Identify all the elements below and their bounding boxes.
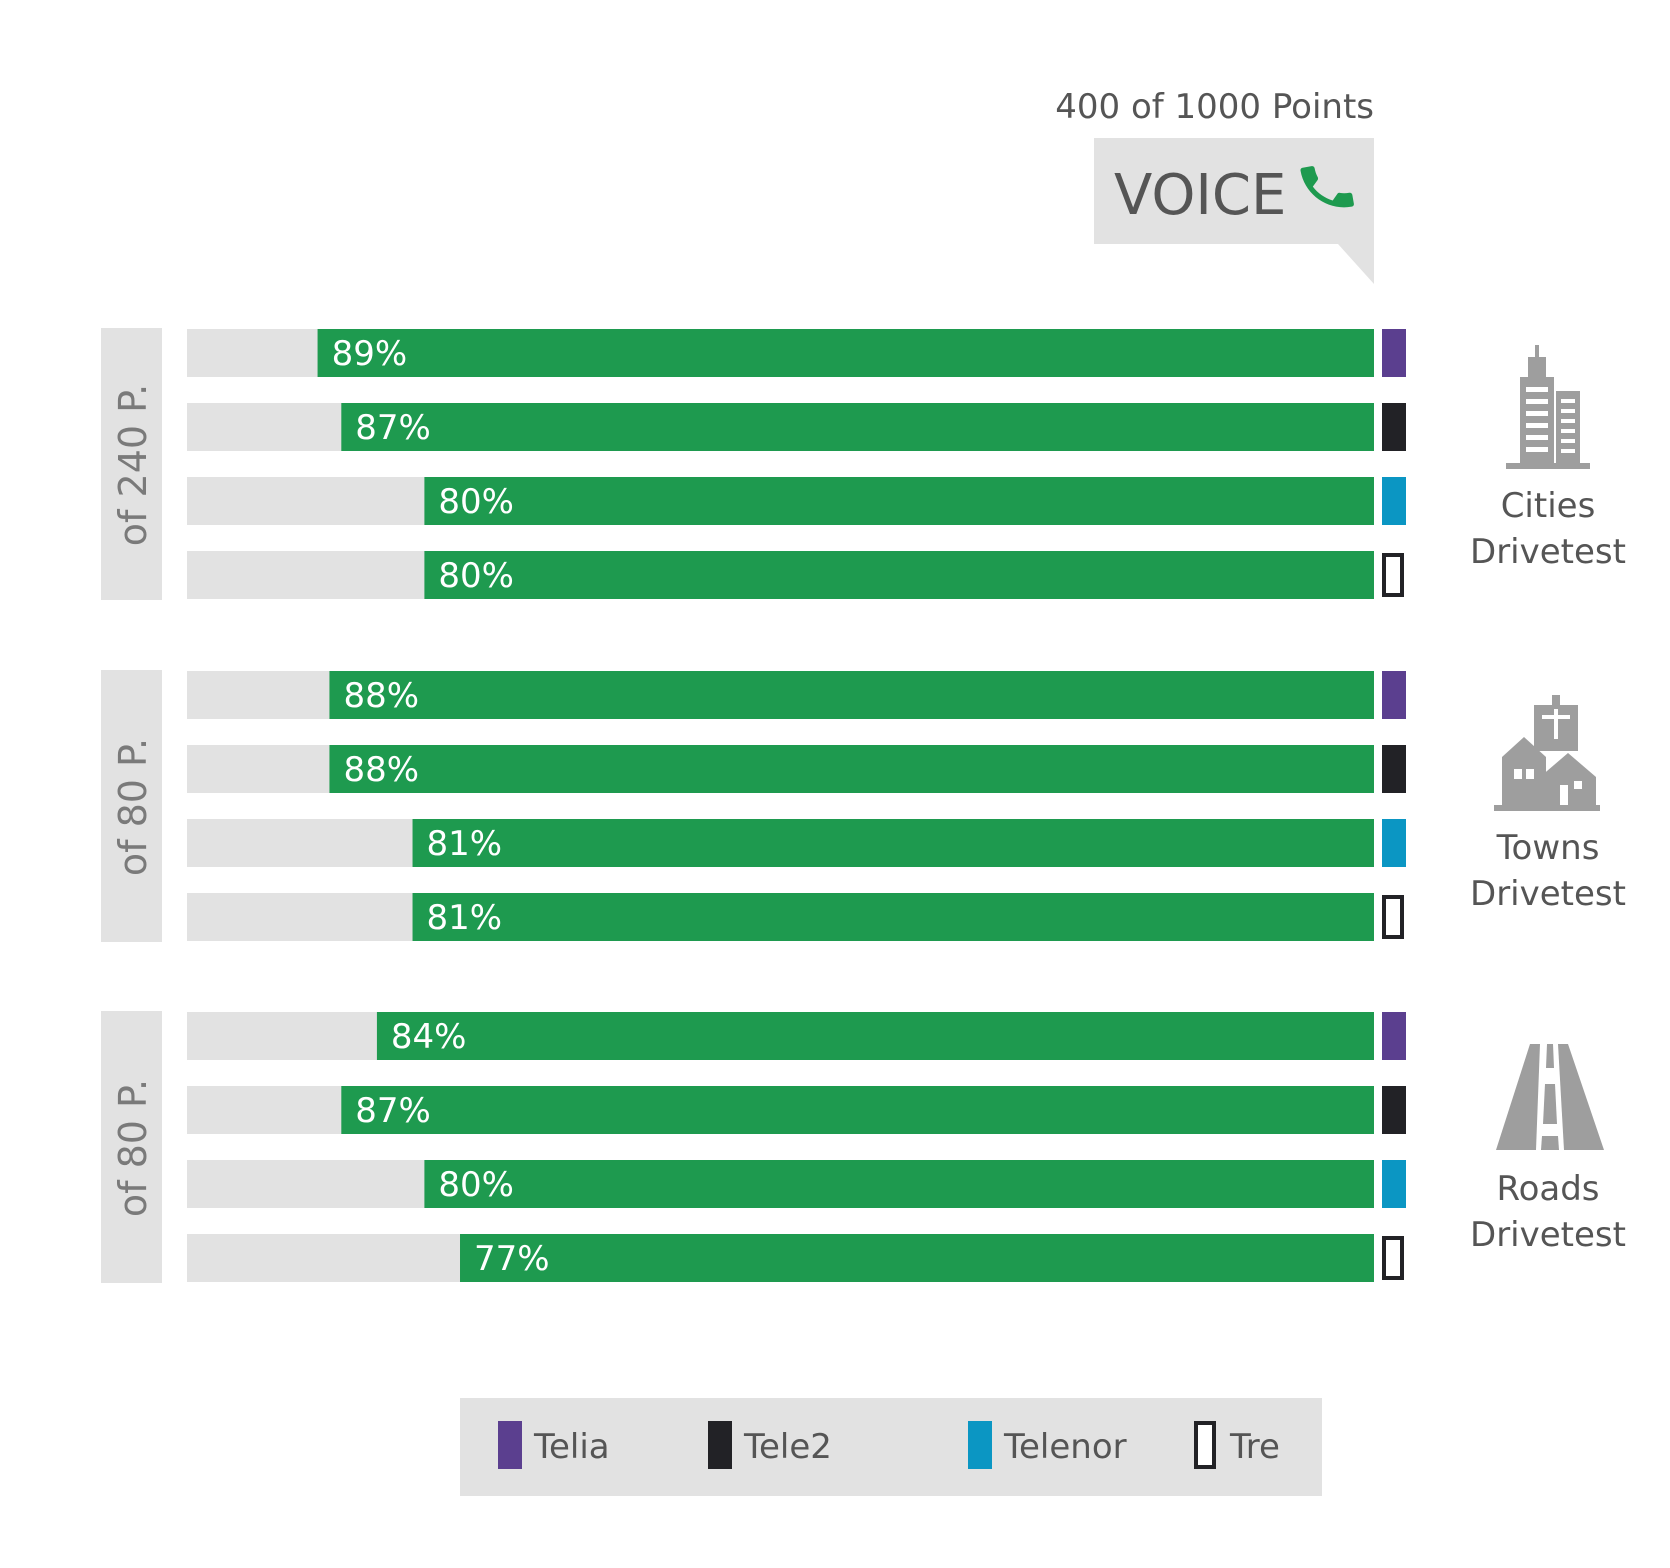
group-points-box xyxy=(101,1011,162,1283)
points-header: 400 of 1000 Points xyxy=(1055,87,1374,127)
category-label: Drivetest xyxy=(1470,874,1626,914)
category-label: Cities xyxy=(1501,486,1596,526)
bar-value-label: 87% xyxy=(355,1091,431,1131)
bar xyxy=(460,1234,1374,1282)
category-label: Roads xyxy=(1496,1169,1599,1209)
road-icon xyxy=(1496,1044,1604,1150)
bar-value-label: 77% xyxy=(474,1239,550,1279)
series-marker xyxy=(1382,1086,1406,1134)
bar-value-label: 88% xyxy=(343,676,419,716)
legend-background xyxy=(460,1398,1322,1496)
legend-swatch xyxy=(968,1421,992,1469)
town-houses-icon xyxy=(1494,695,1600,811)
bar-value-label: 89% xyxy=(332,334,408,374)
city-buildings-icon xyxy=(1506,345,1590,469)
series-marker xyxy=(1382,895,1404,939)
category-label: Drivetest xyxy=(1470,532,1626,572)
bar xyxy=(329,745,1375,793)
legend-swatch xyxy=(498,1421,522,1469)
legend-item: Telenor xyxy=(968,1421,1127,1469)
legend: Telia Tele2 Telenor Tre xyxy=(460,1398,1322,1496)
legend-item: Tre xyxy=(1194,1421,1280,1469)
bar-value-label: 80% xyxy=(438,556,514,596)
series-marker xyxy=(1382,671,1406,719)
voice-badge: VOICE xyxy=(1094,138,1374,284)
bar-value-label: 87% xyxy=(355,408,431,448)
group-points-label: of 240 P. xyxy=(111,384,155,546)
group-points-label: of 80 P. xyxy=(111,738,155,876)
bar-group: of 80 P. 84% 87%80% 77% Roads Drivetest xyxy=(101,1011,1626,1283)
bar-value-label: 80% xyxy=(438,482,514,522)
legend-label: Tre xyxy=(1229,1427,1280,1467)
series-marker xyxy=(1382,553,1404,597)
group-points-box xyxy=(101,328,162,600)
legend-item: Tele2 xyxy=(708,1421,832,1469)
series-marker xyxy=(1382,1236,1404,1280)
bar xyxy=(412,893,1374,941)
category-label: Drivetest xyxy=(1470,1215,1626,1255)
bar-value-label: 80% xyxy=(438,1165,514,1205)
series-marker xyxy=(1382,329,1406,377)
legend-label: Tele2 xyxy=(743,1427,832,1467)
series-marker xyxy=(1382,745,1406,793)
bar xyxy=(341,1086,1374,1134)
bar-value-label: 88% xyxy=(343,750,419,790)
bar-value-label: 81% xyxy=(427,824,503,864)
series-marker xyxy=(1382,1160,1406,1208)
series-marker xyxy=(1382,477,1406,525)
phone-icon xyxy=(1300,166,1354,208)
legend-swatch xyxy=(1194,1421,1216,1469)
bar-value-label: 81% xyxy=(427,898,503,938)
series-marker xyxy=(1382,819,1406,867)
bar xyxy=(424,477,1374,525)
bar xyxy=(412,819,1374,867)
bar xyxy=(317,329,1374,377)
series-marker xyxy=(1382,1012,1406,1060)
group-points-label: of 80 P. xyxy=(111,1079,155,1217)
legend-label: Telenor xyxy=(1003,1427,1127,1467)
bar xyxy=(341,403,1374,451)
group-points-box xyxy=(101,670,162,942)
bar xyxy=(376,1012,1374,1060)
series-marker xyxy=(1382,403,1406,451)
bar-value-label: 84% xyxy=(391,1017,467,1057)
bar xyxy=(424,1160,1374,1208)
bar xyxy=(424,551,1374,599)
voice-label: VOICE xyxy=(1114,163,1286,228)
bar xyxy=(329,671,1375,719)
legend-item: Telia xyxy=(498,1421,610,1469)
category-label: Towns xyxy=(1496,828,1600,868)
legend-swatch xyxy=(708,1421,732,1469)
legend-label: Telia xyxy=(533,1427,610,1467)
